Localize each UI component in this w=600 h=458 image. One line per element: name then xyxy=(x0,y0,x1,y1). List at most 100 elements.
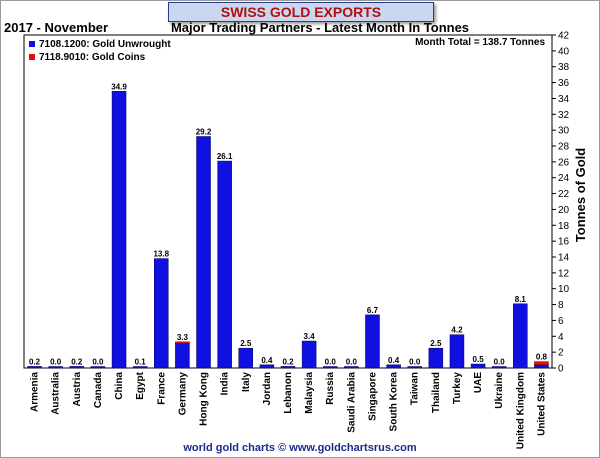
y-tick-label: 34 xyxy=(558,94,570,105)
category-label: Armenia xyxy=(30,372,41,412)
bar-unwrought xyxy=(449,334,465,369)
bar-unwrought xyxy=(534,364,549,369)
category-label: China xyxy=(114,372,125,400)
value-label: 6.7 xyxy=(367,306,379,315)
bar-unwrought xyxy=(301,340,317,369)
category-label: UAE xyxy=(473,372,484,393)
y-tick-label: 4 xyxy=(558,332,564,343)
y-tick-label: 8 xyxy=(558,300,564,311)
y-tick-label: 42 xyxy=(558,31,570,42)
bar-unwrought xyxy=(48,366,63,369)
value-label: 13.8 xyxy=(153,250,169,259)
y-tick-label: 2 xyxy=(558,348,564,359)
bar-unwrought xyxy=(280,366,296,369)
value-label: 0.5 xyxy=(473,355,485,364)
y-tick-label: 38 xyxy=(558,62,570,73)
chart-title: SWISS GOLD EXPORTS xyxy=(168,2,434,22)
bar-unwrought xyxy=(90,366,106,369)
value-label: 0.0 xyxy=(325,358,337,367)
bar-coins xyxy=(175,341,190,344)
y-tick-label: 28 xyxy=(558,142,570,153)
value-label: 29.2 xyxy=(196,127,212,136)
footer-credit: world gold charts © www.goldchartsrus.co… xyxy=(183,442,417,454)
value-label: 0.0 xyxy=(92,358,104,367)
y-tick-label: 0 xyxy=(558,364,564,375)
value-label: 0.2 xyxy=(29,357,41,366)
category-label: Thailand xyxy=(431,372,442,413)
bar-unwrought xyxy=(428,347,444,369)
y-tick-label: 12 xyxy=(558,268,570,279)
category-label: Italy xyxy=(241,372,252,392)
bar-unwrought xyxy=(154,258,169,369)
y-tick-label: 22 xyxy=(558,189,570,200)
y-tick-label: 26 xyxy=(558,157,570,168)
value-label: 2.5 xyxy=(240,339,252,348)
bar-unwrought xyxy=(27,366,42,369)
month-total-annotation: Month Total = 138.7 Tonnes xyxy=(415,37,545,48)
bar-unwrought xyxy=(491,366,507,369)
category-label: United States xyxy=(536,372,547,436)
category-label: Taiwan xyxy=(410,372,421,405)
category-label: Russia xyxy=(325,372,336,405)
category-label: Australia xyxy=(51,372,62,415)
category-label: Egypt xyxy=(135,371,146,399)
legend: 7108.1200: Gold Unwrought 7118.9010: Gol… xyxy=(29,39,171,63)
plot-area xyxy=(23,34,553,369)
period-label: 2017 - November xyxy=(4,20,109,35)
category-label: Singapore xyxy=(367,372,378,421)
y-axis-label: Tonnes of Gold xyxy=(573,148,588,242)
y-tick-label: 20 xyxy=(558,205,570,216)
value-labels-group: 0.2 0.0 0.2 0.0 34.9 0.1 13.8 3.3 29.2 26.1 2.5 0.4… xyxy=(29,82,548,366)
bar-coins xyxy=(534,361,549,366)
bar-unwrought xyxy=(69,366,85,369)
bar-unwrought xyxy=(470,363,486,369)
bar-unwrought xyxy=(111,91,127,369)
bar-unwrought xyxy=(217,160,232,369)
bar-unwrought xyxy=(322,366,338,369)
y-tick-label: 14 xyxy=(558,253,570,264)
y-tick-label: 40 xyxy=(558,46,570,57)
category-label: Canada xyxy=(93,372,104,409)
bar-unwrought xyxy=(344,366,359,369)
bar-unwrought xyxy=(407,366,422,369)
category-label: Ukraine xyxy=(494,372,505,409)
y-tick-label: 18 xyxy=(558,221,570,232)
value-label: 0.2 xyxy=(282,357,294,366)
y-tick-label: 16 xyxy=(558,237,570,248)
category-labels-group: Armenia Australia Austria Canada China Egypt F… xyxy=(30,371,548,449)
legend-swatch-coins xyxy=(29,54,35,60)
category-label: India xyxy=(220,372,231,396)
value-label: 4.2 xyxy=(451,326,463,335)
bars-group xyxy=(27,91,549,369)
category-label: Hong Kong xyxy=(199,372,210,426)
category-label: Germany xyxy=(177,372,188,416)
category-label: Turkey xyxy=(452,372,463,404)
category-label: Saudi Arabia xyxy=(346,372,357,433)
value-label: 0.0 xyxy=(494,358,506,367)
value-label: 26.1 xyxy=(217,152,233,161)
category-label: United Kingdom xyxy=(515,372,526,449)
category-label: France xyxy=(156,372,167,405)
value-label: 0.0 xyxy=(346,358,358,367)
category-label: South Korea xyxy=(389,372,400,432)
value-label: 0.0 xyxy=(409,358,421,367)
value-label: 0.0 xyxy=(50,358,62,367)
value-label: 3.3 xyxy=(177,333,189,342)
value-label: 2.5 xyxy=(430,339,442,348)
bar-unwrought xyxy=(238,347,254,369)
legend-label-unwrought: 7108.1200: Gold Unwrought xyxy=(39,39,171,50)
value-label: 0.8 xyxy=(536,353,548,362)
value-label: 34.9 xyxy=(111,82,127,91)
chart-subtitle: Major Trading Partners - Latest Month In… xyxy=(170,20,470,35)
bar-unwrought xyxy=(132,366,148,369)
y-tick-label: 32 xyxy=(558,110,570,121)
bar-unwrought xyxy=(513,303,528,369)
category-label: Austria xyxy=(72,372,83,407)
y-tick-label: 6 xyxy=(558,316,564,327)
y-tick-label: 24 xyxy=(558,173,570,184)
value-label: 0.4 xyxy=(261,356,273,365)
y-tick-label: 10 xyxy=(558,284,570,295)
y-tick-label: 36 xyxy=(558,78,570,89)
